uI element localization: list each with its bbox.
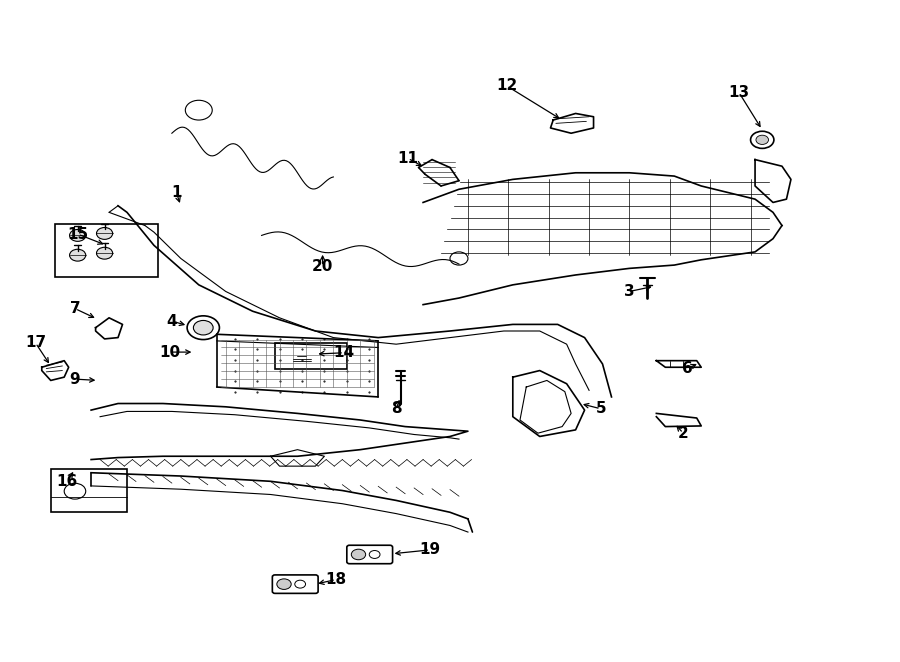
Circle shape (295, 580, 305, 588)
Circle shape (194, 320, 213, 335)
Circle shape (369, 551, 380, 559)
Text: 3: 3 (624, 284, 634, 299)
Text: 18: 18 (326, 572, 346, 587)
Circle shape (187, 316, 220, 340)
Circle shape (351, 549, 365, 560)
FancyBboxPatch shape (275, 343, 346, 369)
Circle shape (96, 248, 112, 259)
Text: 17: 17 (25, 336, 46, 350)
Text: 2: 2 (678, 426, 688, 441)
Text: 13: 13 (728, 85, 750, 100)
FancyBboxPatch shape (50, 469, 127, 512)
FancyBboxPatch shape (273, 575, 318, 593)
Circle shape (64, 483, 86, 499)
Text: 7: 7 (69, 301, 80, 316)
Text: 14: 14 (334, 346, 355, 360)
FancyBboxPatch shape (346, 545, 392, 564)
Text: 19: 19 (419, 542, 441, 557)
Text: 11: 11 (397, 151, 418, 166)
Text: 16: 16 (57, 474, 77, 489)
Circle shape (751, 131, 774, 148)
Text: 15: 15 (68, 226, 88, 242)
Circle shape (96, 228, 112, 240)
Text: 12: 12 (496, 78, 518, 93)
Text: 8: 8 (391, 401, 401, 416)
Text: 10: 10 (159, 345, 181, 359)
Text: 1: 1 (171, 185, 182, 200)
Circle shape (756, 135, 769, 144)
Circle shape (69, 230, 86, 242)
Text: 6: 6 (682, 361, 693, 376)
Text: 5: 5 (596, 401, 606, 416)
Circle shape (277, 579, 292, 589)
Text: 4: 4 (166, 314, 177, 328)
Text: 9: 9 (69, 371, 80, 387)
Text: 20: 20 (312, 259, 333, 274)
Circle shape (69, 250, 86, 261)
FancyBboxPatch shape (55, 224, 158, 277)
